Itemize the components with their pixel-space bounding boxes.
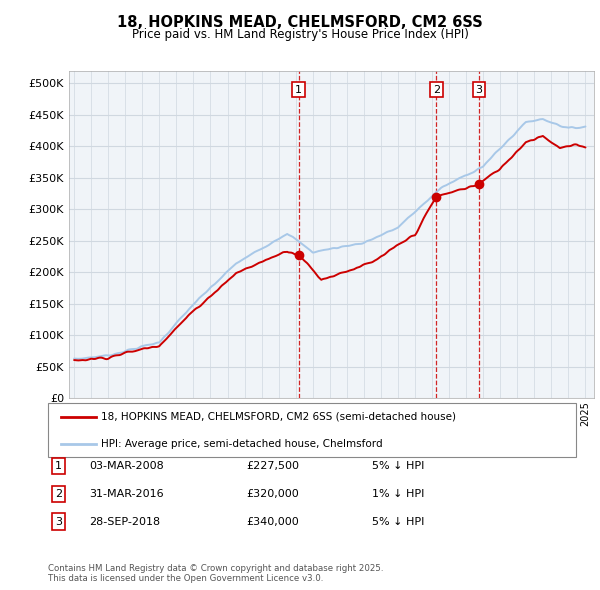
Text: 1: 1: [55, 461, 62, 471]
Text: 2: 2: [433, 85, 440, 94]
Text: 3: 3: [475, 85, 482, 94]
Text: Contains HM Land Registry data © Crown copyright and database right 2025.
This d: Contains HM Land Registry data © Crown c…: [48, 563, 383, 583]
Text: HPI: Average price, semi-detached house, Chelmsford: HPI: Average price, semi-detached house,…: [101, 439, 382, 448]
Text: 5% ↓ HPI: 5% ↓ HPI: [372, 517, 424, 526]
Text: £227,500: £227,500: [246, 461, 299, 471]
Text: 03-MAR-2008: 03-MAR-2008: [89, 461, 164, 471]
Text: 2: 2: [55, 489, 62, 499]
Text: 1: 1: [295, 85, 302, 94]
Text: 5% ↓ HPI: 5% ↓ HPI: [372, 461, 424, 471]
Text: 18, HOPKINS MEAD, CHELMSFORD, CM2 6SS: 18, HOPKINS MEAD, CHELMSFORD, CM2 6SS: [117, 15, 483, 30]
Text: 1% ↓ HPI: 1% ↓ HPI: [372, 489, 424, 499]
Text: 18, HOPKINS MEAD, CHELMSFORD, CM2 6SS (semi-detached house): 18, HOPKINS MEAD, CHELMSFORD, CM2 6SS (s…: [101, 412, 456, 421]
Text: £320,000: £320,000: [246, 489, 299, 499]
Text: £340,000: £340,000: [246, 517, 299, 526]
Text: Price paid vs. HM Land Registry's House Price Index (HPI): Price paid vs. HM Land Registry's House …: [131, 28, 469, 41]
Text: 28-SEP-2018: 28-SEP-2018: [89, 517, 160, 526]
FancyBboxPatch shape: [48, 403, 576, 457]
Text: 3: 3: [55, 517, 62, 526]
Text: 31-MAR-2016: 31-MAR-2016: [89, 489, 163, 499]
